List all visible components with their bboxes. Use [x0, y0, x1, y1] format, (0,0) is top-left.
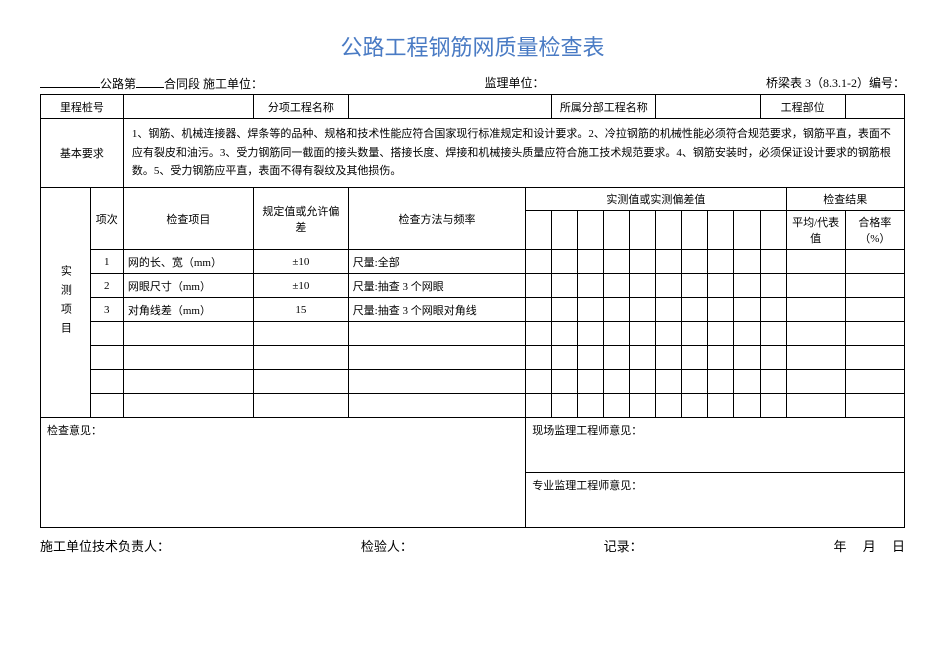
prof-supervisor-cell: 专业监理工程师意见：: [526, 473, 905, 528]
basic-req-label: 基本要求: [41, 119, 124, 188]
row-no: 3: [90, 298, 123, 322]
info-row: 里程桩号 分项工程名称 所属分部工程名称 工程部位: [41, 95, 905, 119]
table-row: [41, 322, 905, 346]
col-measured: 实测值或实测偏差值: [526, 188, 786, 211]
tech-leader-label: 施工单位技术负责人：: [40, 536, 170, 555]
row-item: 对角线差（mm）: [123, 298, 253, 322]
recorder-label: 记录：: [604, 536, 643, 555]
inspector-label: 检验人：: [361, 536, 413, 555]
m3: [578, 211, 604, 250]
table-row: 3 对角线差（mm） 15 尺量:抽查 3 个网眼对角线: [41, 298, 905, 322]
basic-req-text: 1、钢筋、机械连接器、焊条等的品种、规格和技术性能应符合国家现行标准规定和设计要…: [123, 119, 904, 188]
row-no: 1: [90, 250, 123, 274]
row-item: 网眼尺寸（mm）: [123, 274, 253, 298]
pile-no-value: [123, 95, 253, 119]
basic-req-row: 基本要求 1、钢筋、机械连接器、焊条等的品种、规格和技术性能应符合国家现行标准规…: [41, 119, 905, 188]
row-item: 网的长、宽（mm）: [123, 250, 253, 274]
table-row: 1 网的长、宽（mm） ±10 尺量:全部: [41, 250, 905, 274]
position-value: [845, 95, 904, 119]
m9: [734, 211, 760, 250]
m7: [682, 211, 708, 250]
pile-no-label: 里程桩号: [41, 95, 124, 119]
col-method-freq: 检查方法与频率: [348, 188, 526, 250]
row-method: 尺量:抽查 3 个网眼对角线: [348, 298, 526, 322]
col-result: 检查结果: [786, 188, 904, 211]
subitem-label: 分项工程名称: [254, 95, 349, 119]
date-label: 年 月 日: [833, 536, 905, 555]
m10: [760, 211, 786, 250]
m2: [552, 211, 578, 250]
table-row: [41, 370, 905, 394]
row-method: 尺量:全部: [348, 250, 526, 274]
col-pass-rate: 合格率（%）: [845, 211, 904, 250]
m4: [604, 211, 630, 250]
main-table: 里程桩号 分项工程名称 所属分部工程名称 工程部位 基本要求 1、钢筋、机械连接…: [40, 94, 905, 528]
row-no: 2: [90, 274, 123, 298]
page-title: 公路工程钢筋网质量检查表: [40, 30, 905, 62]
site-supervisor-cell: 现场监理工程师意见：: [526, 418, 905, 473]
header-line: 公路第 合同段 施工单位： 监理单位： 桥梁表 3（8.3.1-2）编号：: [40, 74, 905, 92]
row-dev: ±10: [254, 274, 349, 298]
supervisor-label: 监理单位：: [485, 74, 545, 92]
m8: [708, 211, 734, 250]
m6: [656, 211, 682, 250]
form-ref-label: 桥梁表 3（8.3.1-2）编号：: [766, 74, 905, 92]
col-avg-rep: 平均/代表值: [786, 211, 845, 250]
contract-suffix-label: 合同段 施工单位：: [164, 75, 263, 92]
table-head-row1: 实测项目 项次 检查项目 规定值或允许偏差 检查方法与频率 实测值或实测偏差值 …: [41, 188, 905, 211]
header-left: 公路第 合同段 施工单位：: [40, 74, 263, 92]
row-dev: 15: [254, 298, 349, 322]
row-dev: ±10: [254, 250, 349, 274]
road-prefix-label: 公路第: [100, 75, 136, 92]
part-project-value: [656, 95, 760, 119]
part-project-label: 所属分部工程名称: [552, 95, 656, 119]
check-opinion-cell: 检查意见：: [41, 418, 526, 528]
footer-line: 施工单位技术负责人： 检验人： 记录： 年 月 日: [40, 536, 905, 555]
row-method: 尺量:抽查 3 个网眼: [348, 274, 526, 298]
m1: [526, 211, 552, 250]
comments-row-1: 检查意见： 现场监理工程师意见：: [41, 418, 905, 473]
subitem-value: [348, 95, 552, 119]
col-spec-deviation: 规定值或允许偏差: [254, 188, 349, 250]
vert-section-label: 实测项目: [41, 188, 91, 418]
m5: [630, 211, 656, 250]
position-label: 工程部位: [760, 95, 845, 119]
col-item-no: 项次: [90, 188, 123, 250]
col-check-item: 检查项目: [123, 188, 253, 250]
table-row: [41, 394, 905, 418]
table-row: [41, 346, 905, 370]
table-row: 2 网眼尺寸（mm） ±10 尺量:抽查 3 个网眼: [41, 274, 905, 298]
